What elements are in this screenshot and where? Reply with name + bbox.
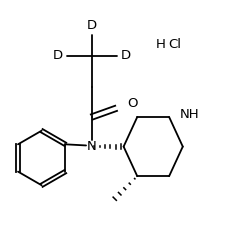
Text: D: D — [87, 19, 97, 33]
Text: N: N — [87, 140, 97, 153]
Text: H: H — [155, 38, 165, 51]
Text: D: D — [121, 49, 131, 62]
Text: D: D — [52, 49, 63, 62]
Text: O: O — [127, 97, 138, 110]
Text: Cl: Cl — [168, 38, 181, 51]
Text: NH: NH — [179, 108, 199, 121]
